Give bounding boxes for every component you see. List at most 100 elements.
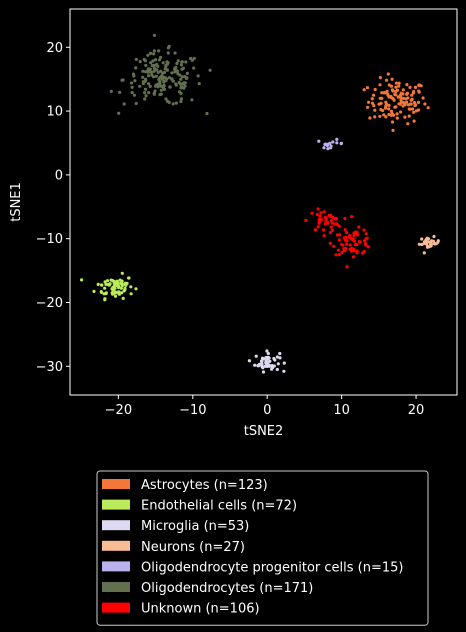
data-point-series-0 bbox=[403, 115, 407, 119]
data-point-series-0 bbox=[411, 91, 415, 95]
data-point-series-5 bbox=[147, 91, 151, 95]
data-point-series-1 bbox=[105, 279, 110, 283]
data-point-series-6 bbox=[328, 241, 332, 245]
data-point-series-2 bbox=[275, 355, 279, 359]
data-point-series-3 bbox=[432, 234, 436, 239]
data-point-series-0 bbox=[406, 96, 410, 100]
data-point-series-5 bbox=[161, 86, 165, 90]
data-point-series-3 bbox=[429, 242, 433, 246]
data-point-series-0 bbox=[382, 113, 386, 117]
legend-label: Neurons (n=27) bbox=[141, 540, 245, 555]
data-point-series-1 bbox=[117, 292, 121, 296]
data-point-series-5 bbox=[192, 66, 196, 70]
data-point-series-0 bbox=[413, 85, 418, 89]
data-point-series-1 bbox=[119, 286, 123, 290]
legend-box bbox=[96, 470, 429, 626]
data-point-series-5 bbox=[192, 56, 196, 60]
data-point-series-5 bbox=[122, 102, 126, 106]
x-tick-label: 20 bbox=[408, 403, 425, 418]
data-point-series-1 bbox=[111, 287, 115, 291]
data-point-series-5 bbox=[165, 99, 170, 103]
data-point-series-0 bbox=[416, 100, 421, 104]
y-tick-label: −10 bbox=[36, 232, 63, 247]
data-point-series-1 bbox=[117, 285, 121, 289]
data-point-series-6 bbox=[304, 218, 308, 222]
data-point-series-0 bbox=[371, 101, 375, 105]
data-point-series-0 bbox=[384, 115, 388, 119]
data-point-series-1 bbox=[129, 292, 133, 296]
data-point-series-5 bbox=[160, 74, 164, 78]
data-point-series-5 bbox=[120, 78, 124, 82]
data-point-series-5 bbox=[133, 79, 137, 83]
data-point-series-2 bbox=[247, 359, 251, 363]
data-point-series-0 bbox=[373, 87, 377, 92]
data-point-series-5 bbox=[138, 84, 142, 88]
y-tick-label: 20 bbox=[46, 41, 63, 56]
data-point-series-1 bbox=[80, 278, 84, 282]
data-point-series-2 bbox=[266, 351, 270, 356]
y-axis-label: tSNE1 bbox=[9, 182, 24, 222]
data-point-series-5 bbox=[138, 60, 142, 64]
data-point-series-0 bbox=[397, 102, 401, 106]
data-point-series-0 bbox=[396, 95, 400, 99]
data-point-series-5 bbox=[196, 74, 200, 78]
data-point-series-6 bbox=[336, 248, 341, 252]
data-point-series-0 bbox=[407, 107, 411, 111]
data-point-series-6 bbox=[329, 219, 333, 223]
data-point-series-0 bbox=[382, 91, 386, 95]
data-point-series-1 bbox=[103, 280, 107, 284]
data-point-series-6 bbox=[318, 214, 322, 218]
data-point-series-5 bbox=[190, 98, 194, 102]
data-point-series-0 bbox=[421, 96, 425, 100]
data-point-series-0 bbox=[379, 108, 383, 112]
data-point-series-6 bbox=[364, 243, 368, 247]
data-point-series-5 bbox=[208, 68, 212, 72]
data-point-series-0 bbox=[417, 89, 421, 93]
data-point-series-3 bbox=[426, 240, 430, 244]
data-point-series-5 bbox=[174, 101, 178, 105]
data-point-series-5 bbox=[130, 90, 134, 95]
x-tick-label: 0 bbox=[263, 403, 271, 418]
data-point-series-5 bbox=[141, 69, 145, 73]
data-point-series-6 bbox=[355, 251, 359, 255]
data-point-series-5 bbox=[143, 91, 147, 95]
data-point-series-1 bbox=[96, 282, 100, 286]
data-point-series-0 bbox=[378, 83, 382, 87]
data-point-series-2 bbox=[253, 363, 257, 367]
y-tick-label: 0 bbox=[55, 168, 63, 183]
data-point-series-5 bbox=[185, 71, 189, 75]
data-point-series-6 bbox=[330, 221, 335, 225]
data-point-series-1 bbox=[113, 290, 117, 294]
data-point-series-2 bbox=[266, 355, 270, 359]
x-tick-label: −10 bbox=[179, 403, 206, 418]
data-point-series-6 bbox=[340, 250, 344, 255]
legend-swatch bbox=[102, 582, 130, 592]
data-point-series-0 bbox=[362, 88, 366, 92]
data-point-series-0 bbox=[389, 109, 393, 113]
data-point-series-0 bbox=[370, 97, 374, 101]
data-point-series-5 bbox=[118, 90, 122, 94]
x-axis: −20 −10 0 10 20 bbox=[105, 395, 425, 418]
data-point-series-0 bbox=[394, 85, 398, 89]
data-point-series-5 bbox=[151, 59, 155, 63]
data-point-series-5 bbox=[164, 78, 168, 82]
data-point-series-6 bbox=[337, 238, 341, 242]
data-point-series-2 bbox=[259, 362, 263, 366]
data-point-series-6 bbox=[351, 255, 356, 259]
data-point-series-4 bbox=[339, 141, 343, 145]
data-point-series-0 bbox=[426, 106, 430, 110]
data-point-series-4 bbox=[322, 146, 326, 150]
data-point-series-1 bbox=[129, 285, 133, 289]
data-point-series-5 bbox=[158, 80, 162, 84]
data-point-series-0 bbox=[399, 96, 403, 100]
data-point-series-5 bbox=[147, 74, 151, 78]
data-point-series-5 bbox=[144, 94, 148, 98]
data-point-series-5 bbox=[142, 57, 146, 62]
data-point-series-0 bbox=[394, 81, 398, 85]
x-tick-label: 10 bbox=[333, 403, 350, 418]
data-point-series-2 bbox=[256, 364, 260, 368]
data-point-series-0 bbox=[406, 122, 410, 126]
data-point-series-5 bbox=[180, 60, 184, 64]
data-point-series-1 bbox=[99, 290, 104, 294]
data-point-series-0 bbox=[412, 119, 416, 123]
